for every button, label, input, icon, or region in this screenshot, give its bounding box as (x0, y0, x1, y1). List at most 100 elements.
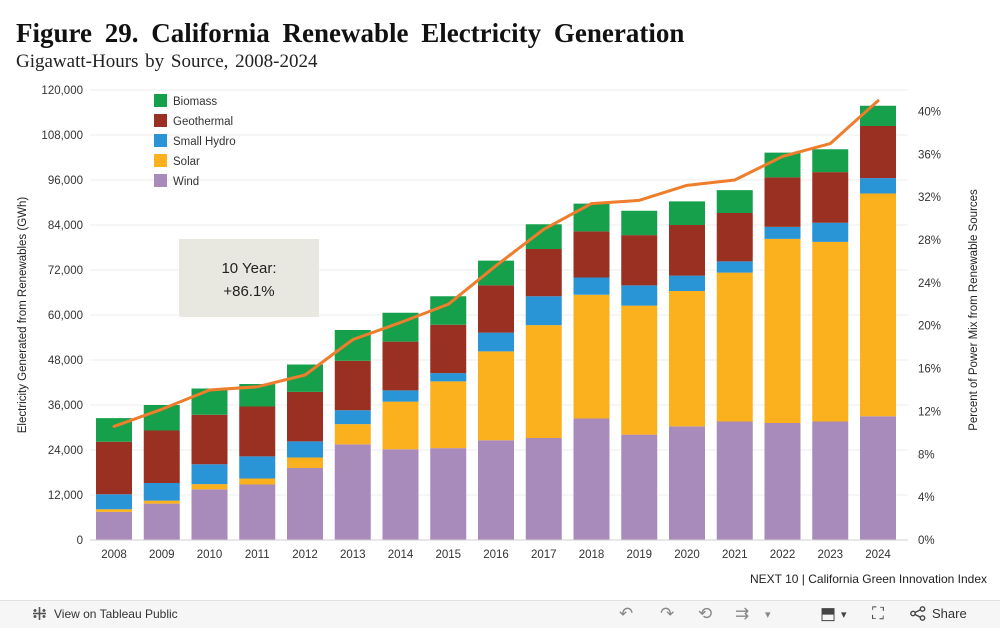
fullscreen-icon[interactable]: ⛶ (872, 604, 884, 623)
legend-label: Geothermal (173, 116, 233, 128)
pause-dropdown-icon[interactable]: ▾ (765, 609, 771, 621)
bar-segment-geothermal (860, 126, 896, 179)
x-tick-label: 2024 (865, 549, 891, 561)
chart-subtitle: Gigawatt-Hours by Source, 2008-2024 (16, 51, 318, 72)
y2-tick-label: 28% (918, 235, 941, 247)
download-dropdown-icon[interactable]: ▾ (841, 609, 847, 621)
download-icon[interactable]: ⬒ (820, 604, 837, 623)
y2-tick-label: 36% (918, 149, 941, 161)
legend-swatch-small-hydro (154, 134, 167, 147)
bar-segment-geothermal (525, 249, 562, 297)
y2-tick-label: 20% (918, 321, 941, 333)
y-tick-label: 120,000 (41, 85, 83, 97)
bar-segment-solar (716, 272, 753, 422)
annotation-background (179, 239, 319, 317)
bar-segment-small-hydro (573, 277, 610, 295)
annotation-line-1: 10 Year: (221, 260, 276, 277)
y-tick-label: 48,000 (48, 355, 83, 367)
x-tick-label: 2012 (292, 549, 318, 561)
bar-segment-small-hydro (812, 222, 849, 242)
bar-segment-wind (860, 416, 896, 540)
x-tick-label: 2015 (435, 549, 461, 561)
bar-segment-biomass (621, 210, 658, 236)
y-tick-label: 108,000 (41, 130, 83, 142)
y2-tick-label: 32% (918, 192, 941, 204)
x-tick-label: 2018 (579, 549, 605, 561)
chart-area: 0 12,000 24,000 36,000 48,000 60,000 72,000 84,… (17, 85, 980, 561)
bar-segment-small-hydro (334, 410, 371, 425)
legend-label: Biomass (173, 96, 217, 108)
undo-icon[interactable]: ↶ (619, 604, 634, 623)
x-tick-label: 2022 (770, 549, 796, 561)
y2-tick-label: 8% (918, 449, 935, 461)
y2-axis-title: Percent of Power Mix from Renewable Sour… (968, 189, 980, 431)
bar-segment-wind (478, 440, 514, 540)
bar-segment-wind (191, 489, 228, 540)
y2-tick-label: 0% (918, 535, 935, 547)
bar-segment-geothermal (764, 177, 801, 227)
bar-segment-geothermal (812, 172, 849, 223)
bar-segment-biomass (573, 203, 610, 232)
x-tick-label: 2009 (149, 549, 175, 561)
x-tick-label: 2019 (626, 549, 652, 561)
bar-segment-small-hydro (430, 373, 467, 382)
y2-tick-label: 24% (918, 278, 941, 290)
bar-segment-geothermal (716, 213, 753, 262)
bar-segment-small-hydro (525, 296, 562, 326)
bar-segment-wind (287, 468, 323, 540)
legend-swatch-geothermal (154, 114, 167, 127)
bar-segment-wind (334, 444, 371, 540)
bar-segment-small-hydro (191, 464, 228, 485)
view-on-tableau-link[interactable]: View on Tableau Public (32, 606, 178, 621)
bar-segment-solar (96, 509, 132, 512)
annotation-line-2: +86.1% (223, 283, 274, 300)
y-axis-title: Electricity Generated from Renewables (G… (17, 197, 29, 434)
bar-segment-small-hydro (382, 390, 419, 402)
y-tick-label: 12,000 (48, 490, 83, 502)
bar-segment-geothermal (573, 231, 610, 278)
legend: Biomass Geothermal Small Hydro Solar Wind (154, 94, 236, 188)
y2-tick-label: 40% (918, 106, 941, 118)
x-tick-label: 2013 (340, 549, 366, 561)
x-tick-label: 2020 (674, 549, 700, 561)
line-series (112, 99, 880, 428)
revert-icon[interactable]: ⟲ (698, 604, 713, 623)
bar-segment-solar (287, 457, 323, 468)
bar-segment-small-hydro (716, 261, 753, 273)
share-button[interactable]: Share (910, 606, 967, 621)
bar-segment-solar (382, 401, 419, 450)
view-on-tableau-label: View on Tableau Public (54, 606, 178, 621)
bar-segment-solar (669, 291, 705, 427)
bar-segment-wind (764, 423, 801, 540)
bars (96, 105, 896, 540)
bar-segment-solar (334, 424, 371, 445)
tableau-logo-icon (33, 607, 46, 620)
x-tick-label: 2021 (722, 549, 748, 561)
bar-segment-geothermal (430, 324, 467, 374)
bar-segment-small-hydro (669, 275, 705, 291)
legend-swatch-solar (154, 154, 167, 167)
y2-tick-label: 16% (918, 364, 941, 376)
y-tick-label: 36,000 (48, 400, 83, 412)
refresh-icon[interactable]: ⇉ (735, 604, 750, 623)
bar-segment-solar (812, 241, 849, 422)
legend-swatch-wind (154, 174, 167, 187)
bar-segment-biomass (860, 105, 896, 126)
bar-segment-small-hydro (287, 441, 323, 458)
bar-segment-solar (143, 500, 180, 504)
redo-icon[interactable]: ↷ (660, 604, 675, 623)
annotation-box: 10 Year: +86.1% (179, 239, 319, 317)
bar-segment-geothermal (143, 430, 180, 483)
y-tick-label: 72,000 (48, 265, 83, 277)
bar-segment-solar (621, 305, 658, 435)
bar-segment-biomass (812, 149, 849, 173)
bar-segment-solar (573, 294, 610, 419)
x-tick-label: 2016 (483, 549, 509, 561)
bar-segment-geothermal (239, 406, 276, 457)
bar-segment-small-hydro (96, 494, 132, 510)
x-tick-label: 2023 (817, 549, 843, 561)
bar-segment-solar (430, 381, 467, 449)
bar-segment-geothermal (191, 414, 228, 465)
bar-segment-biomass (239, 384, 276, 407)
bar-segment-biomass (669, 201, 705, 225)
